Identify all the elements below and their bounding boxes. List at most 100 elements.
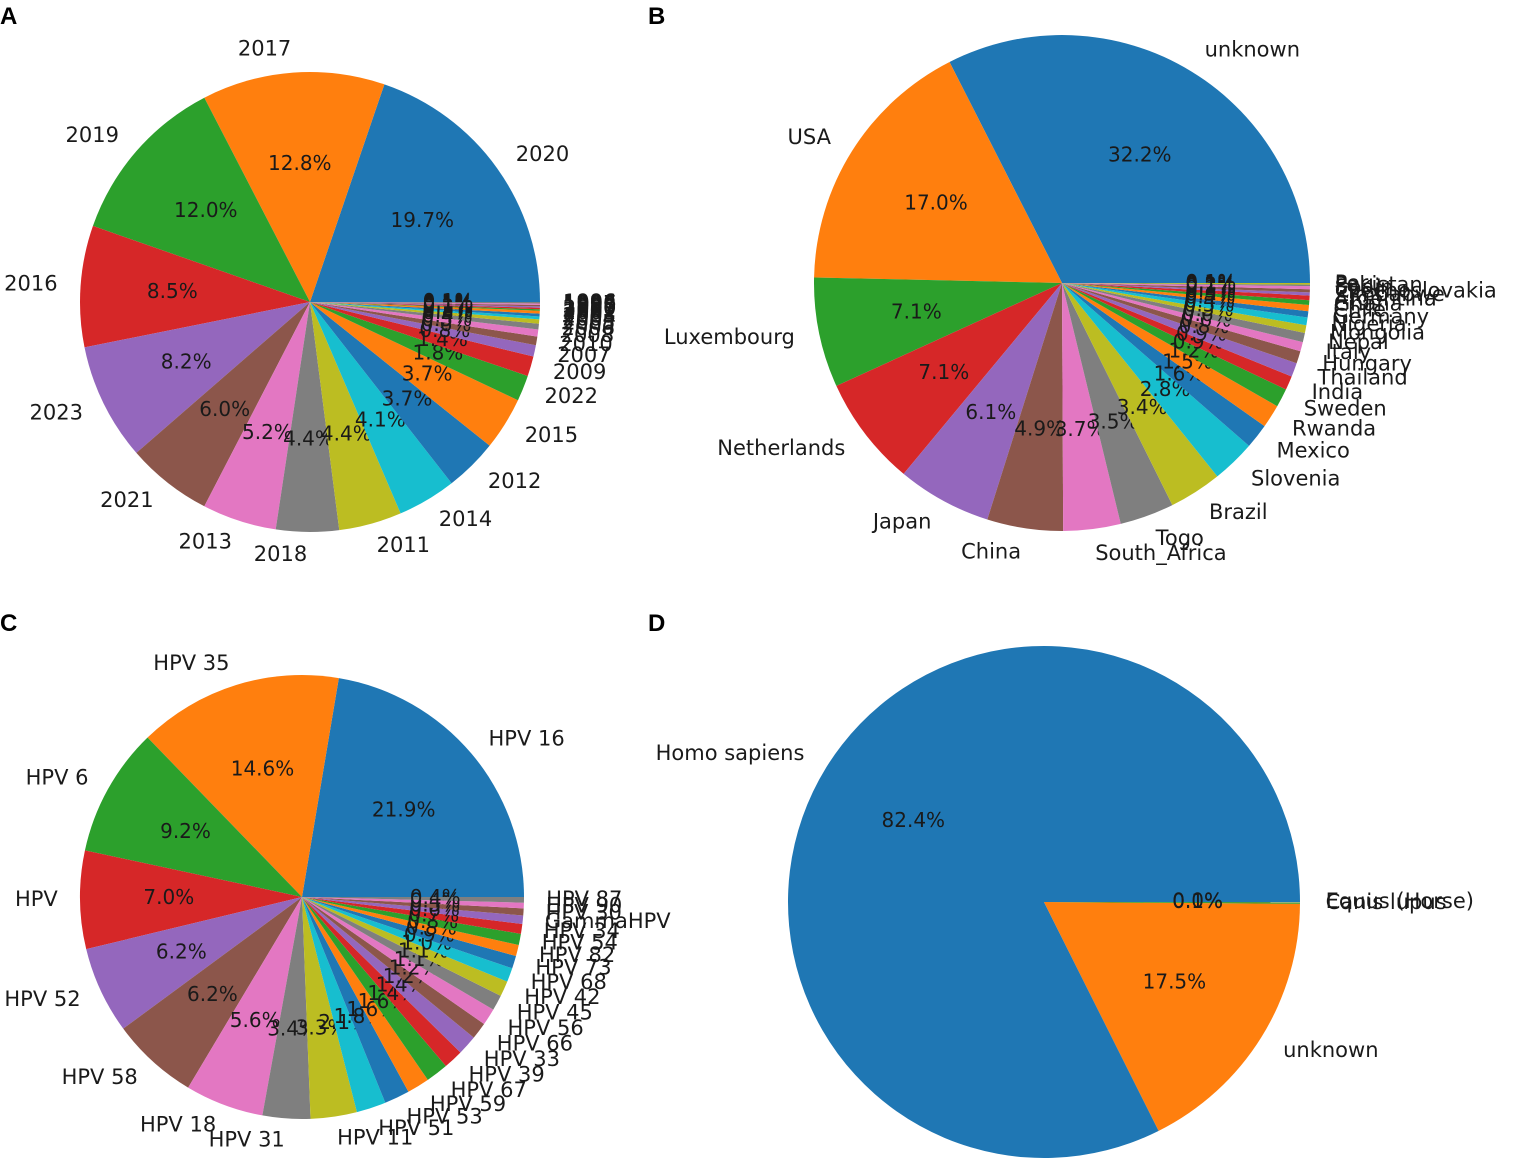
pie-label-czechoslovakia: Czechoslovakia [1335, 279, 1497, 303]
pie-label-hpv-66: HPV 66 [497, 1031, 573, 1055]
pie-label-togo: Togo [1155, 526, 1204, 550]
pie-slice-hpv-6 [84, 737, 302, 897]
pie-pct-hpv-18: 5.6% [230, 1008, 281, 1032]
pie-label-2003: 2003 [563, 303, 616, 327]
pie-slice-nigeria [1062, 283, 1308, 326]
pie-pct-hpv-87: 0.4% [410, 885, 461, 909]
pie-slice-peru [1062, 283, 1311, 285]
pie-label-china: China [961, 540, 1021, 564]
pie-slice-thailand [1062, 283, 1297, 377]
pie-slice-rwanda [1062, 283, 1278, 427]
pie-slice-pakistan [1062, 283, 1310, 287]
pie-label-peru: Peru [1335, 271, 1382, 295]
pie-slice-hpv-35 [147, 675, 339, 897]
pie-pct-2021: 6.0% [199, 397, 250, 421]
pie-label-hpv-16: HPV 16 [489, 726, 565, 750]
pie-label-brazil: Brazil [1209, 500, 1268, 524]
pie-pct-2017: 12.8% [268, 151, 332, 175]
pie-slice-1997 [310, 302, 540, 305]
pie-label-mongolia: Mongolia [1330, 321, 1425, 345]
pie-label-2006: 2006 [562, 316, 615, 340]
pie-label-hpv-56: HPV 56 [508, 1016, 584, 1040]
pie-label-hpv-58: HPV 58 [62, 1065, 138, 1089]
pie-slice-2019 [92, 97, 310, 303]
pie-label-2017: 2017 [238, 37, 291, 61]
pie-slice-hpv-59 [302, 897, 428, 1092]
pie-label-2000: 2000 [563, 296, 616, 320]
pie-pct-pakistan: 0.1% [1185, 271, 1236, 295]
pie-slice-chile [1062, 283, 1310, 312]
pie-chart-a: 2020 19.7% 2017 12.8% 2019 12.0% 2016 8.5% 2023 8… [4, 37, 616, 566]
pie-label-2009: 2009 [553, 360, 606, 384]
pie-slice-1999 [310, 302, 540, 308]
pie-pct-2015: 3.7% [402, 362, 453, 386]
pie-slice-hpv-33 [302, 897, 474, 1053]
pie-pct-hpv-6: 9.2% [160, 819, 211, 843]
pie-slice-ghana [1062, 283, 1310, 305]
pie-slice-canis-lupus [1044, 902, 1300, 904]
pie-chart-c: HPV 16 21.9% HPV 35 14.6% HPV 6 9.2% HPV 7.0% HP… [4, 651, 671, 1152]
pie-slice-usa [814, 61, 1062, 284]
pie-slice-2005 [310, 302, 540, 324]
pie-label-hpv-30: HPV 30 [546, 900, 622, 924]
pie-label-nigeria: Nigeria [1332, 312, 1407, 336]
pie-slice-argentina [1062, 283, 1310, 301]
pie-label-hpv-35: HPV 35 [153, 651, 229, 675]
pie-slice-japan [903, 283, 1062, 520]
pie-slice-2002 [310, 302, 540, 314]
pie-chart-b: unknown 32.2% USA 17.0% Luxembourg 7.1% Nether… [664, 35, 1497, 566]
pie-slice-hpv-34 [302, 897, 523, 934]
pie-label-hpv-11: HPV 11 [337, 1126, 413, 1150]
pie-slice-2017 [204, 72, 385, 302]
pie-label-zimbabwe: Zimbabwe [1335, 282, 1445, 306]
pie-label-hungary: Hungary [1322, 352, 1412, 376]
pie-slice-2023 [84, 302, 311, 453]
pie-chart-d: Homo sapiens 82.4% unknown 17.5% Canis lupus… [656, 645, 1474, 1158]
pie-slice-hpv-67 [302, 897, 446, 1080]
pie-slice-hpv-51 [302, 897, 386, 1113]
pie-slice-unknown [1044, 902, 1300, 1131]
pie-pct-2020: 19.7% [391, 208, 455, 232]
pie-slice-2000 [310, 302, 540, 310]
pie-slice-1996 [310, 302, 541, 304]
pie-pct-unknown: 17.5% [1143, 970, 1207, 994]
pie-label-india: India [1312, 380, 1364, 404]
pie-slice-hpv-68 [302, 897, 513, 982]
pie-label-hpv-54: HPV 54 [542, 931, 618, 955]
pie-slice-2016 [80, 225, 310, 348]
pie-slice-2001 [310, 302, 540, 311]
pie-label-hpv-67: HPV 67 [451, 1078, 527, 1102]
pie-slice-2003 [310, 302, 540, 317]
pie-pct-2023: 8.2% [161, 349, 212, 373]
pie-label-2012: 2012 [488, 469, 541, 493]
pie-slice-hpv-45 [302, 897, 501, 1010]
pie-label-2001: 2001 [563, 298, 616, 322]
pie-slice-zimbabwe [1062, 283, 1310, 296]
pie-label-hpv-87: HPV 87 [546, 887, 622, 911]
pie-label-1996: 1996 [563, 290, 616, 314]
pie-slice-hpv-82 [302, 897, 519, 957]
pie-label-2002: 2002 [563, 300, 616, 324]
pie-label-japan: Japan [871, 510, 932, 534]
pie-label-hpv-33: HPV 33 [484, 1047, 560, 1071]
pie-slice-2014 [310, 302, 452, 514]
pie-label-homo-sapiens: Homo sapiens [656, 741, 805, 765]
pie-slice-luxembourg [813, 277, 1062, 386]
pie-pct-homo-sapiens: 82.4% [882, 808, 946, 832]
pie-label-2013: 2013 [179, 530, 232, 554]
pie-label-netherlands: Netherlands [717, 436, 845, 460]
pie-pct-2016: 8.5% [147, 279, 198, 303]
pie-slice-hpv [80, 850, 302, 950]
pie-slice-germany [1062, 283, 1309, 318]
pie-pct-hpv-52: 6.2% [156, 940, 207, 964]
pie-label-2021: 2021 [100, 488, 153, 512]
pie-label-hpv-51: HPV 51 [378, 1116, 454, 1140]
pie-label-hpv-53: HPV 53 [407, 1105, 483, 1129]
pie-pct-hpv-35: 14.6% [231, 756, 295, 780]
pie-slice-mexico [1062, 283, 1265, 446]
pie-label-canis-lupus: Canis lupus [1326, 890, 1447, 914]
panel-letter-a: A [0, 3, 17, 30]
pie-label-hpv-18: HPV 18 [140, 1113, 216, 1137]
pie-label-hpv: HPV [15, 887, 58, 911]
pie-label-hpv-31: HPV 31 [209, 1128, 285, 1152]
